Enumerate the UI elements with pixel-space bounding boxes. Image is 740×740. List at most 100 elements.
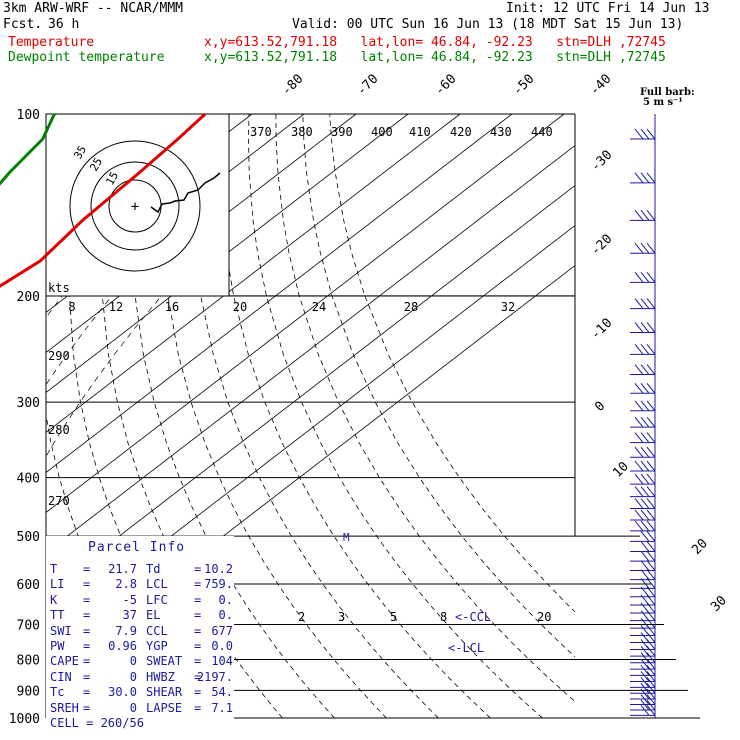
pressure-tick-label: 1000 bbox=[9, 712, 40, 727]
kts-tick-label: 24 bbox=[312, 300, 326, 314]
isotherm-label: -30 bbox=[588, 148, 615, 175]
isotherm-label: -40 bbox=[587, 72, 614, 99]
hodograph-ring-label: 25 bbox=[87, 156, 105, 174]
legend-temperature-name: Temperature bbox=[8, 35, 95, 50]
parcel-row-cell: = bbox=[194, 639, 202, 653]
parcel-row-cell: = bbox=[194, 577, 202, 592]
parcel-row-cell: 0 bbox=[129, 654, 137, 669]
parcel-row-cell: YGP bbox=[146, 639, 168, 653]
isotherm-label: -10 bbox=[588, 316, 615, 343]
dry-adiabat-label: 410 bbox=[409, 125, 431, 139]
isotherm-line bbox=[46, 114, 565, 513]
parcel-row-cell: CCL bbox=[146, 623, 168, 638]
parcel-row-cell: SWEAT bbox=[146, 654, 183, 669]
parcel-row-cell: 54. bbox=[211, 685, 233, 700]
parcel-row-cell: CAPE bbox=[50, 654, 79, 669]
isotherm-line bbox=[46, 114, 513, 473]
wind-barb bbox=[630, 446, 656, 458]
wind-barb bbox=[630, 602, 656, 614]
mixing-ratio-label: 3 bbox=[338, 610, 345, 624]
wind-barb bbox=[630, 652, 656, 664]
dry-adiabat-line bbox=[329, 114, 575, 613]
parcel-row-cell: SREH bbox=[50, 700, 79, 715]
init-time: Init: 12 UTC Fri 14 Jun 13 bbox=[506, 1, 710, 16]
mixing-ratio-label: 20 bbox=[537, 610, 551, 624]
wind-barb bbox=[630, 210, 656, 221]
parcel-row-cell: 677 bbox=[211, 623, 233, 638]
fcst-label: Fcst. bbox=[3, 17, 43, 32]
legend-dewpoint-name: Dewpoint temperature bbox=[8, 50, 165, 65]
wind-barb bbox=[630, 172, 656, 184]
parcel-info-panel bbox=[46, 536, 234, 724]
parcel-row-cell: LFC bbox=[146, 592, 168, 607]
parcel-row-cell: PW bbox=[50, 639, 65, 653]
hodograph-ring bbox=[69, 140, 201, 272]
parcel-row-cell: 30.0 bbox=[108, 685, 137, 700]
parcel-row-cell: 0 bbox=[129, 700, 137, 715]
kts-tick-label: 8 bbox=[68, 300, 75, 314]
wind-barb bbox=[630, 610, 656, 622]
isotherm-line bbox=[46, 114, 461, 433]
hodograph-frame bbox=[45, 113, 230, 297]
parcel-cell-motion: CELL = 260/56 bbox=[50, 716, 144, 730]
kts-tick-label: 12 bbox=[109, 300, 123, 314]
wind-barb bbox=[630, 242, 656, 254]
parcel-row-cell: LI bbox=[50, 577, 65, 592]
wind-barb bbox=[630, 541, 656, 552]
wind-barb bbox=[630, 531, 656, 542]
pressure-tick-label: 300 bbox=[17, 396, 40, 411]
parcel-row-cell: = bbox=[194, 669, 202, 684]
parcel-row-cell: = bbox=[83, 562, 91, 576]
wind-barb bbox=[630, 665, 656, 676]
wind-barb bbox=[630, 460, 656, 472]
parcel-row-cell: = bbox=[83, 608, 91, 623]
parcel-row-cell: = bbox=[83, 685, 91, 700]
parcel-row-cell: 0. bbox=[218, 608, 233, 623]
parcel-row-cell: 10.2 bbox=[204, 562, 233, 576]
isotherm-label: -70 bbox=[354, 72, 381, 99]
parcel-row-cell: TT bbox=[50, 608, 65, 623]
dry-adiabat-label: 270 bbox=[48, 494, 70, 508]
pressure-tick-label: 600 bbox=[17, 578, 40, 593]
parcel-row-cell: SWI bbox=[50, 623, 72, 638]
valid-time: Valid: 00 UTC Sun 16 Jun 13 (18 MDT Sat … bbox=[292, 17, 684, 32]
mixing-ratio-label: 8 bbox=[440, 610, 447, 624]
parcel-row-cell: = bbox=[83, 639, 91, 653]
pressure-tick-label: 100 bbox=[17, 108, 40, 123]
dry-adiabat-label: 370 bbox=[250, 125, 272, 139]
dry-adiabat-line bbox=[69, 114, 231, 718]
legend-temperature-info: x,y=613.52,791.18 lat,lon= 46.84, -92.23… bbox=[204, 35, 666, 50]
wind-barb bbox=[630, 550, 656, 562]
parcel-row-cell: -5 bbox=[122, 592, 137, 607]
dry-adiabat-label: 400 bbox=[371, 125, 393, 139]
kts-tick-label: 28 bbox=[404, 300, 418, 314]
wind-barb bbox=[630, 645, 656, 657]
lcl-marker: <-LCL bbox=[448, 641, 484, 655]
wind-barb bbox=[630, 364, 656, 376]
dry-adiabat-label: 380 bbox=[291, 125, 313, 139]
parcel-row-cell: = bbox=[83, 654, 91, 669]
pressure-tick-label: 900 bbox=[17, 684, 40, 699]
isotherm-line bbox=[46, 145, 575, 553]
wind-barb bbox=[630, 416, 656, 428]
wind-barb bbox=[630, 272, 656, 283]
parcel-row-cell: SHEAR bbox=[146, 685, 183, 700]
dry-adiabat-label: 280 bbox=[48, 423, 70, 437]
wind-barb bbox=[630, 322, 656, 333]
parcel-row-cell: EL bbox=[146, 608, 161, 623]
dry-adiabat-line bbox=[302, 114, 575, 658]
pressure-tick-label: 400 bbox=[17, 472, 40, 487]
kts-unit-label: kts bbox=[48, 281, 70, 295]
wind-barb bbox=[630, 432, 656, 444]
isotherm-label: -80 bbox=[279, 72, 306, 99]
ccl-marker: <-CCL bbox=[455, 610, 491, 624]
pressure-tick-label: 500 bbox=[17, 530, 40, 545]
wind-barb bbox=[630, 560, 656, 572]
hodograph-ring-label: 35 bbox=[71, 144, 89, 162]
parcel-row-cell: = bbox=[194, 700, 202, 715]
dry-adiabat-label: 390 bbox=[331, 125, 353, 139]
parcel-row-cell: 2.8 bbox=[115, 577, 137, 592]
parcel-row-cell: LAPSE bbox=[146, 700, 183, 715]
barb-legend-line2: 5 m s⁻¹ bbox=[643, 97, 683, 108]
isotherm-label: 20 bbox=[689, 536, 711, 558]
